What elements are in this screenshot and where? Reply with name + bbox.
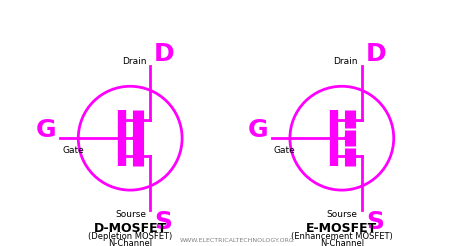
Text: Drain: Drain [333,57,358,66]
Text: Drain: Drain [122,57,146,66]
Text: Sourse: Sourse [115,210,146,219]
Text: G: G [247,118,268,142]
Text: S: S [366,210,384,234]
Text: D: D [154,42,175,66]
Text: (Enhancement MOSFET): (Enhancement MOSFET) [291,231,392,241]
Text: E-MOSFET: E-MOSFET [306,222,377,234]
Text: D-MOSFET: D-MOSFET [93,222,167,234]
Text: Difference Between D-MOSFET & E-MOSFET: Difference Between D-MOSFET & E-MOSFET [49,12,425,27]
Text: (Depletion MOSFET): (Depletion MOSFET) [88,231,173,241]
Text: N-Channel: N-Channel [320,239,364,246]
Text: WWW.ELECTRICALTECHNOLOGY.ORG: WWW.ELECTRICALTECHNOLOGY.ORG [180,238,294,243]
Text: D: D [366,42,386,66]
Text: Sourse: Sourse [327,210,358,219]
Text: G: G [36,118,56,142]
Text: Gate: Gate [274,146,296,155]
Text: S: S [154,210,172,234]
Text: N-Channel: N-Channel [108,239,152,246]
Text: Gate: Gate [62,146,84,155]
